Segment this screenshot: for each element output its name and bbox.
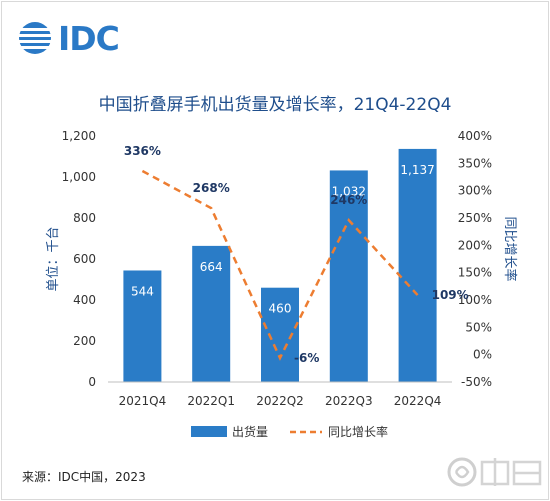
- x-tick-label: 2022Q2: [256, 394, 304, 408]
- source-note: 来源：IDC中国，2023: [22, 470, 146, 484]
- bar-2022Q4: [398, 148, 437, 382]
- y-tick-label: 200: [73, 334, 96, 348]
- bar-value-label: 1,137: [400, 163, 434, 177]
- growth-label-2022Q2: -6%: [294, 351, 319, 365]
- x-tick-label: 2022Q1: [187, 394, 235, 408]
- y2-tick-label: 350%: [458, 156, 492, 170]
- growth-label-2021Q4: 336%: [124, 144, 161, 158]
- y-tick-label: 1,000: [62, 170, 96, 184]
- y2-tick-label: 50%: [465, 320, 492, 334]
- y-tick-label: 1,200: [62, 129, 96, 143]
- y2-tick-label: 150%: [458, 266, 492, 280]
- legend-bar-label: 出货量: [232, 424, 268, 439]
- y2-tick-label: 200%: [458, 238, 492, 252]
- y2-tick-label: 100%: [458, 293, 492, 307]
- y-tick-label: 800: [73, 211, 96, 225]
- growth-rate-line: [141, 169, 419, 361]
- y-tick-label: 600: [73, 252, 96, 266]
- x-tick-label: 2021Q4: [119, 394, 167, 408]
- legend-line-label: 同比增长率: [328, 424, 388, 439]
- bar-value-label: 544: [131, 284, 154, 298]
- chart-title: 中国折叠屏手机出货量及增长率，21Q4-22Q4: [98, 95, 452, 115]
- y2-axis-title: 同比增长率: [502, 216, 518, 281]
- bar-2021Q4: [123, 270, 162, 382]
- y-tick-label: 400: [73, 293, 96, 307]
- x-tick-label: 2022Q4: [394, 394, 442, 408]
- bar-2022Q3: [329, 170, 368, 382]
- y-tick-label: 0: [88, 375, 96, 389]
- bar-value-label: 1,032: [332, 184, 366, 198]
- globe-icon: [19, 22, 51, 54]
- bar-value-label: 664: [200, 260, 223, 274]
- y2-tick-label: 0%: [473, 348, 492, 362]
- x-tick-label: 2022Q3: [325, 394, 373, 408]
- bar-2022Q1: [192, 245, 231, 382]
- watermark-logo: [447, 457, 542, 487]
- growth-label-2022Q4: 109%: [432, 288, 469, 302]
- idc-logo: IDC: [18, 16, 128, 60]
- y2-tick-label: -50%: [461, 375, 492, 389]
- y2-tick-label: 250%: [458, 211, 492, 225]
- logo-text: IDC: [58, 18, 120, 58]
- y2-tick-label: 300%: [458, 184, 492, 198]
- legend-bar-swatch: [191, 426, 227, 437]
- y2-tick-label: 400%: [458, 129, 492, 143]
- growth-label-2022Q3: 246%: [330, 193, 367, 207]
- bar-value-label: 460: [269, 302, 292, 316]
- y-axis-title: 单位：千台: [46, 226, 61, 291]
- growth-label-2022Q1: 268%: [193, 181, 230, 195]
- chart-svg: 0 200 400 600 800 1,000 1,200 -50% 0% 50% 100% 150%…: [46, 129, 518, 439]
